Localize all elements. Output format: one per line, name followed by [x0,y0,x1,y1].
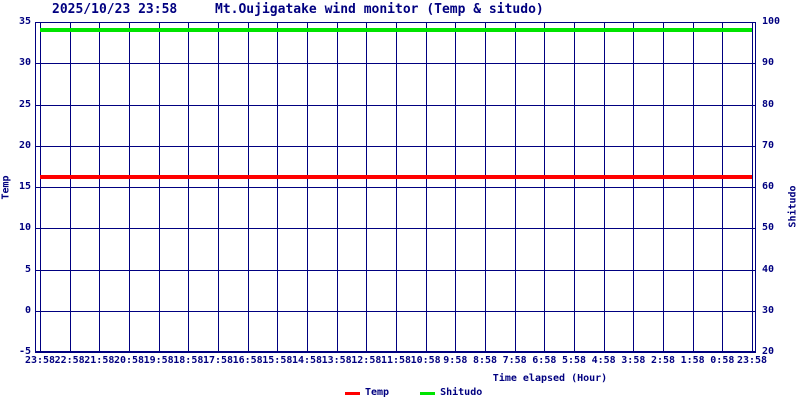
x-tick-label: 18:58 [173,355,204,366]
x-tick-label: 15:58 [262,355,293,366]
gridline-horizontal [35,310,756,312]
temp-line-swatch [345,391,360,395]
y-axis-label-left: Temp [0,175,12,200]
x-tick-label: 3:58 [621,355,646,366]
x-tick-label: 19:58 [143,355,174,366]
x-tick-label: 23:58 [736,355,768,366]
y-right-tick-label: 100 [762,16,781,27]
legend: Temp Shitudo [345,387,482,399]
y-right-tick-label: 90 [762,57,775,69]
y-right-tick-label: 60 [762,181,775,192]
gridline-horizontal [35,187,756,188]
y-left-tick-label: 10 [18,222,31,234]
legend-label-temp: Temp [365,387,390,398]
x-tick-label: 14:58 [291,355,323,366]
x-tick-label: 23:58 [24,355,56,366]
x-tick-label: 21:58 [84,355,115,366]
y-left-tick-label: 30 [18,57,31,69]
x-tick-label: 13:58 [321,355,352,366]
shitudo-line-swatch [420,391,436,395]
x-tick-label: 5:58 [561,355,587,366]
x-tick-label: 7:58 [502,355,527,366]
y-left-tick-label: 15 [18,181,31,192]
legend-item-shitudo: Shitudo [420,387,482,399]
series-line-shitudo [40,28,752,33]
y-right-tick-label: 80 [762,98,775,110]
y-right-tick-label: 30 [762,304,775,316]
y-right-tick-label: 40 [762,263,775,275]
chart-title: Mt.Oujigatake wind monitor (Temp & situd… [215,2,544,17]
y-right-tick-label: 50 [762,222,775,234]
gridline-horizontal [35,269,756,271]
x-tick-label: 17:58 [202,355,234,366]
legend-item-temp: Temp [345,387,389,399]
x-tick-label: 1:58 [680,355,705,366]
y-right-tick-label: 70 [762,139,775,151]
gridline-horizontal [35,145,756,147]
x-tick-label: 22:58 [54,355,85,366]
gridline-horizontal [35,63,756,65]
y-left-tick-label: 25 [18,98,31,110]
series-line-temp [40,175,752,180]
y-left-tick-label: 20 [18,139,31,151]
gridline-horizontal [35,22,756,23]
gridline-horizontal [35,352,756,353]
y-left-tick-label: -5 [18,346,31,357]
x-tick-label: 16:58 [232,355,263,366]
x-tick-label: 0:58 [710,355,735,366]
gridline-horizontal [35,104,756,106]
x-axis-label: Time elapsed (Hour) [492,373,608,384]
chart-timestamp: 2025/10/23 23:58 [52,2,178,17]
y-axis-label-right: Shitudo [787,185,799,228]
gridline-horizontal [35,228,756,230]
x-tick-label: 2:58 [650,355,676,366]
legend-label-shitudo: Shitudo [440,387,483,398]
x-tick-label: 20:58 [113,355,145,366]
x-tick-label: 12:58 [351,355,382,366]
x-tick-label: 4:58 [591,355,616,366]
x-tick-label: 11:58 [380,355,412,366]
x-tick-label: 6:58 [532,355,557,366]
y-left-tick-label: 35 [18,16,31,27]
y-left-tick-label: 0 [24,304,31,316]
x-tick-label: 10:58 [410,355,441,366]
y-left-tick-label: 5 [24,263,31,275]
y-right-tick-label: 20 [762,346,775,357]
x-tick-label: 8:58 [472,355,498,366]
x-tick-label: 9:58 [443,355,468,366]
